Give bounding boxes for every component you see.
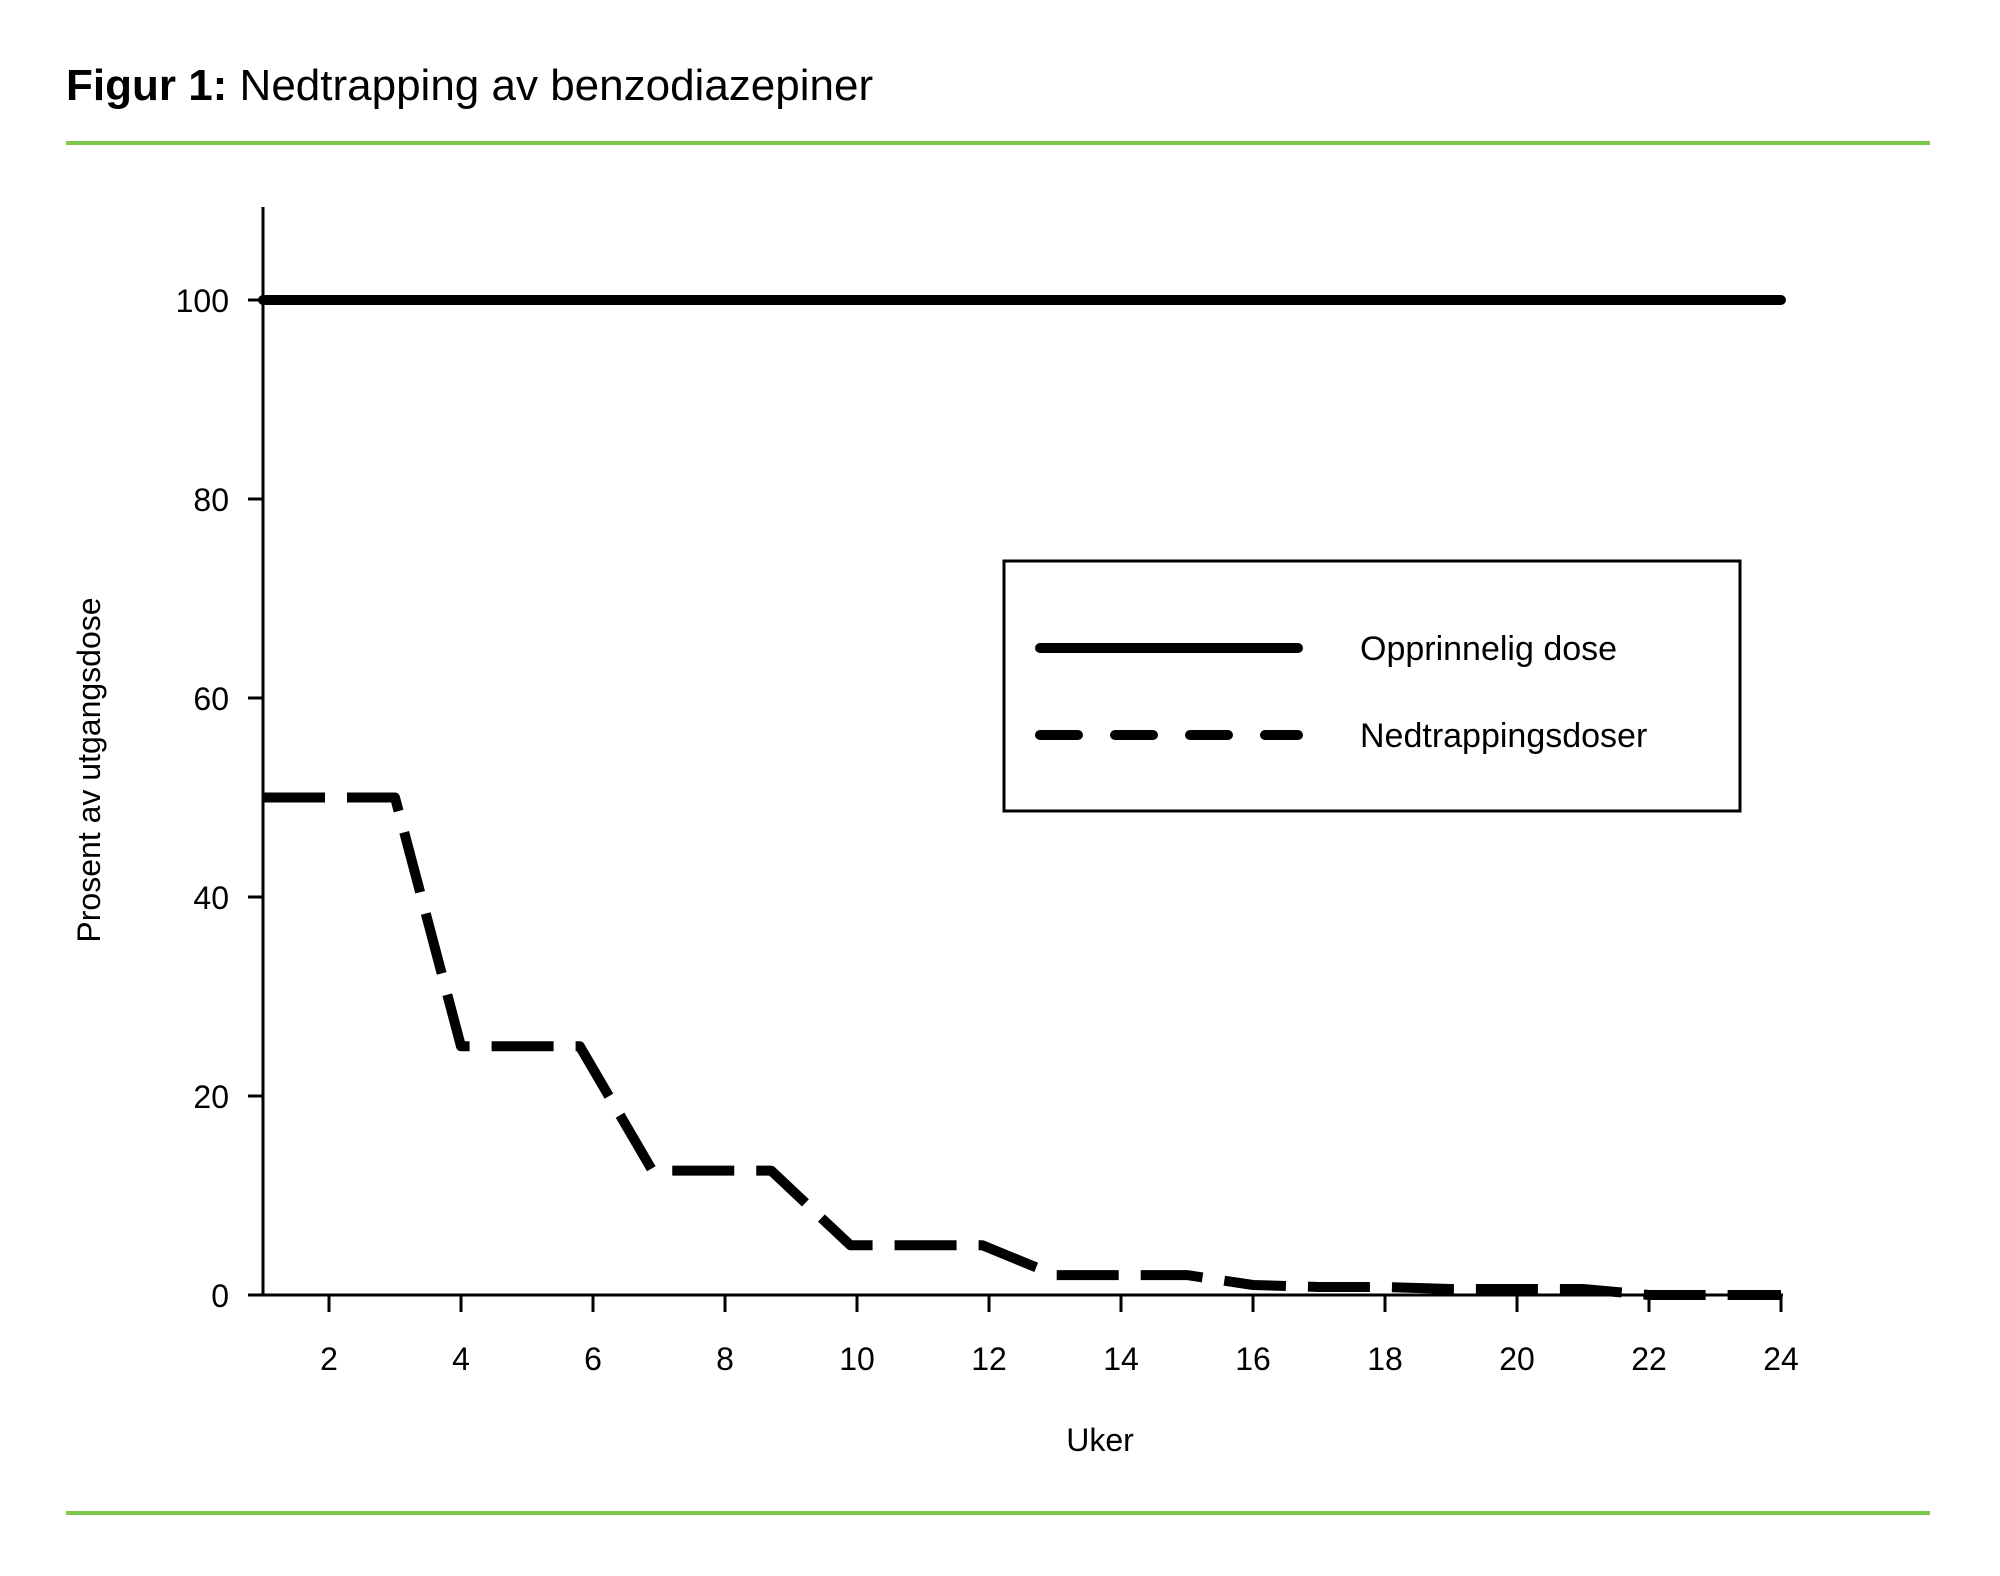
- y-tick-label: 60: [193, 681, 229, 717]
- x-tick-label: 12: [971, 1341, 1007, 1377]
- figure-title: Figur 1: Nedtrapping av benzodiazepiner: [66, 58, 873, 114]
- x-tick-label: 2: [320, 1341, 338, 1377]
- series-group: [258, 295, 1786, 1300]
- y-axis-label: Prosent av utgangsdose: [71, 597, 107, 942]
- figure-title-text: Nedtrapping av benzodiazepiner: [227, 61, 874, 110]
- x-axis: 2 4 6 8 10 12 14 16 18 20 22 24: [248, 1293, 1799, 1377]
- x-axis-label: Uker: [1066, 1422, 1134, 1458]
- x-tick-label: 4: [452, 1341, 470, 1377]
- legend-box: [1002, 559, 1742, 813]
- x-tick-label: 6: [584, 1341, 602, 1377]
- y-tick-label: 100: [176, 283, 229, 319]
- y-axis: 0 20 40 60 80 100: [176, 207, 265, 1314]
- y-tick-label: 20: [193, 1079, 229, 1115]
- legend: Opprinnelig dose Nedtrappingsdoser: [1002, 559, 1742, 813]
- x-tick-label: 16: [1235, 1341, 1271, 1377]
- y-tick-label: 40: [193, 880, 229, 916]
- x-tick-label: 18: [1367, 1341, 1403, 1377]
- x-tick-label: 20: [1499, 1341, 1535, 1377]
- x-tick-label: 22: [1631, 1341, 1667, 1377]
- x-tick-label: 10: [839, 1341, 875, 1377]
- y-tick-label: 0: [211, 1278, 229, 1314]
- figure-title-lead: Figur 1:: [66, 61, 228, 110]
- x-tick-label: 8: [716, 1341, 734, 1377]
- legend-label: Nedtrappingsdoser: [1360, 717, 1647, 755]
- x-tick-label: 24: [1763, 1341, 1799, 1377]
- bottom-divider: [66, 1511, 1930, 1515]
- title-divider: [66, 141, 1930, 145]
- y-tick-label: 80: [193, 482, 229, 518]
- x-tick-label: 14: [1103, 1341, 1139, 1377]
- series-taper-doses-line: [263, 792, 1781, 1300]
- legend-label: Opprinnelig dose: [1360, 630, 1617, 668]
